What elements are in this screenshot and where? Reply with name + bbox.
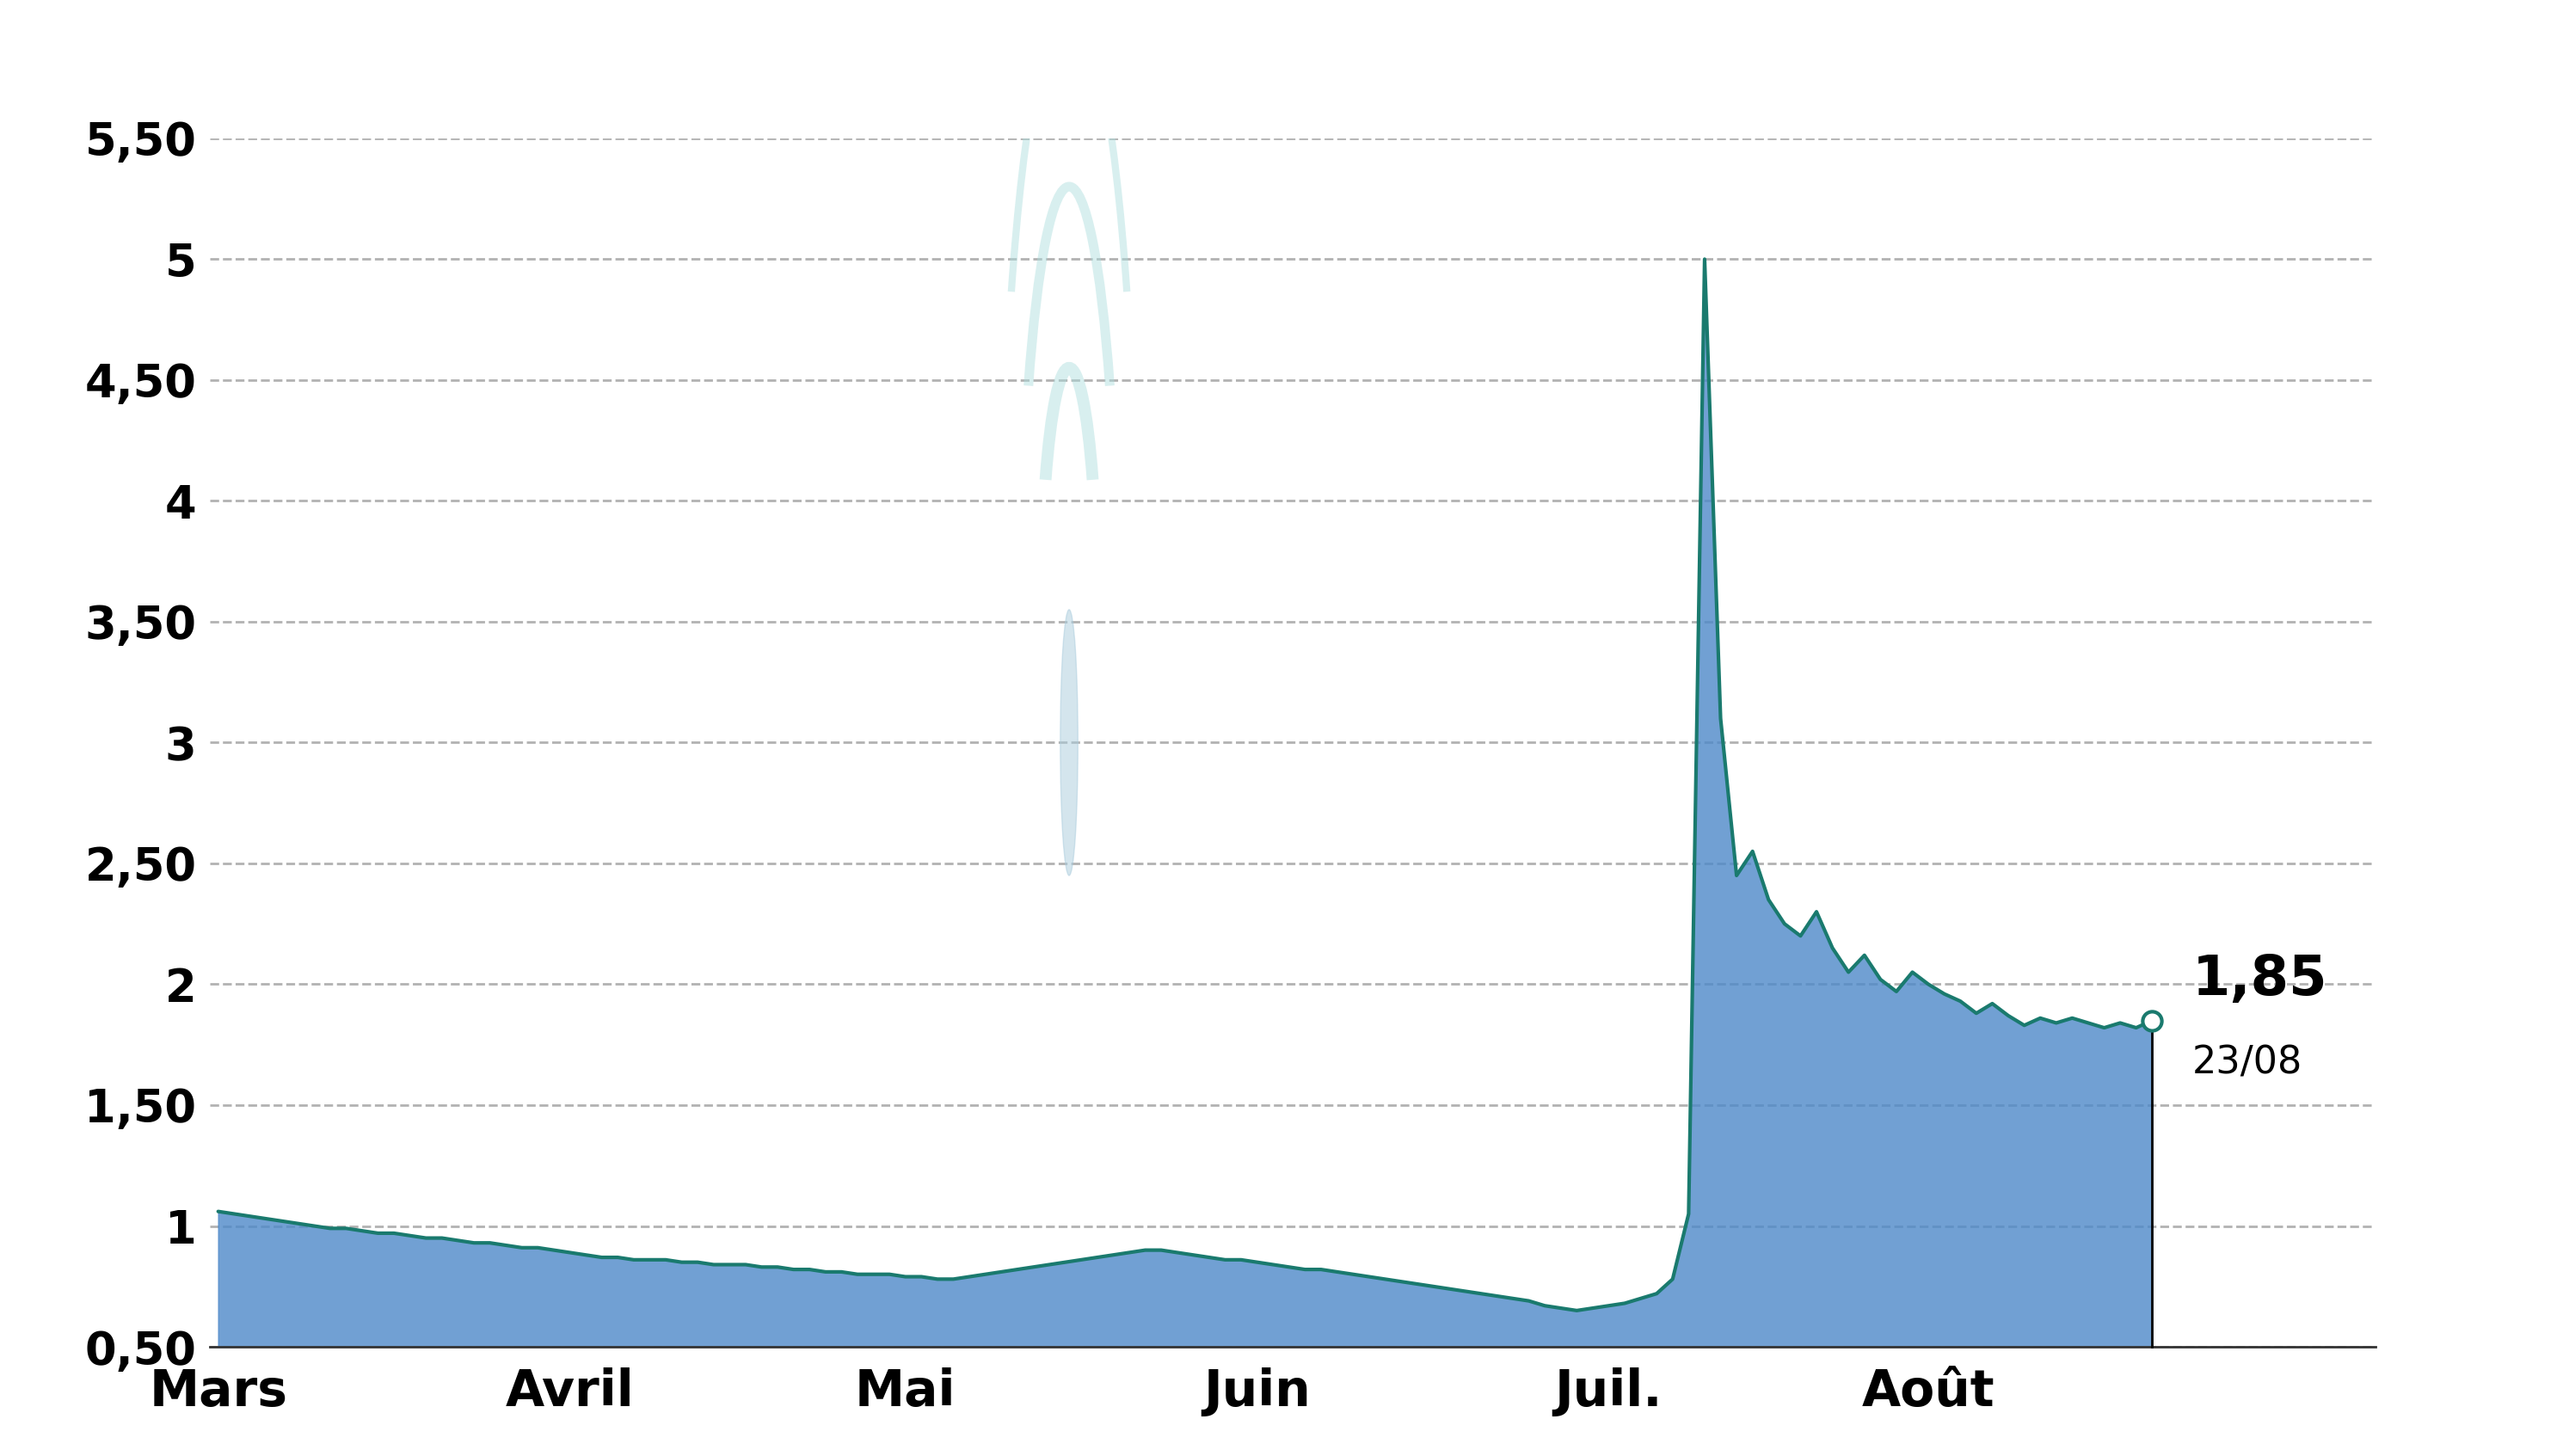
Text: 1,85: 1,85 [2191, 952, 2327, 1006]
Text: MIRA Pharmaceuticals, Inc.: MIRA Pharmaceuticals, Inc. [656, 15, 1907, 95]
Circle shape [1061, 610, 1079, 875]
Text: 23/08: 23/08 [2191, 1045, 2302, 1082]
